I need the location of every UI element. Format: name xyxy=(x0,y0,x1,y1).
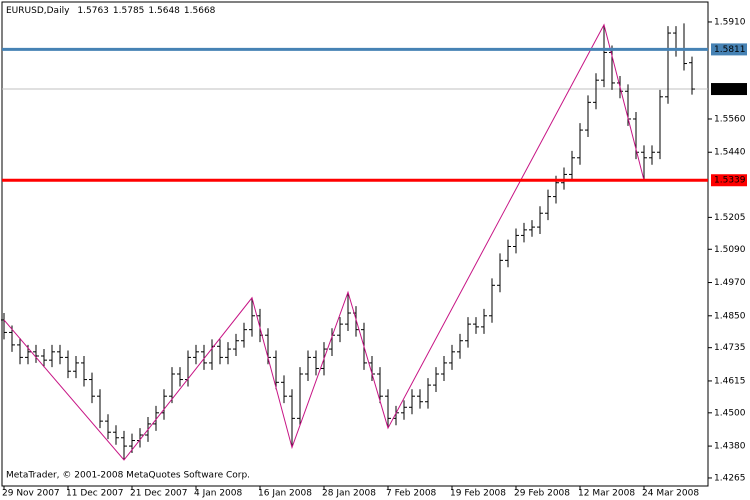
x-tick-label: 4 Jan 2008 xyxy=(194,489,242,499)
x-tick-label: 11 Dec 2007 xyxy=(66,489,124,499)
price-label: 1.5668 xyxy=(714,85,746,95)
x-tick-label: 12 Mar 2008 xyxy=(578,489,635,499)
y-tick-label: 1.4265 xyxy=(714,473,746,483)
last-close: 1.5668 xyxy=(184,6,216,16)
last-low: 1.5648 xyxy=(148,6,180,16)
level-label: 1.5811 xyxy=(714,45,746,55)
level-label: 1.5339 xyxy=(714,176,746,186)
x-tick-label: 16 Jan 2008 xyxy=(258,489,312,499)
chart-title: EURUSD,Daily 1.5763 1.5785 1.5648 1.5668 xyxy=(6,6,216,16)
y-tick-label: 1.4500 xyxy=(714,408,746,418)
y-tick-label: 1.5560 xyxy=(714,114,746,124)
y-tick-label: 1.4850 xyxy=(714,311,746,321)
last-high: 1.5785 xyxy=(113,6,145,16)
level-label-box xyxy=(711,174,747,187)
price-label-box xyxy=(711,83,747,96)
x-tick-label: 21 Dec 2007 xyxy=(130,489,188,499)
copyright: MetaTrader, © 2001-2008 MetaQuotes Softw… xyxy=(6,471,250,481)
x-tick-label: 29 Feb 2008 xyxy=(514,489,570,499)
x-tick-label: 7 Feb 2008 xyxy=(386,489,437,499)
x-tick-label: 19 Feb 2008 xyxy=(450,489,506,499)
y-tick-label: 1.4380 xyxy=(714,442,746,452)
x-tick-label: 28 Jan 2008 xyxy=(322,489,376,499)
y-tick-label: 1.4735 xyxy=(714,343,746,353)
symbol: EURUSD,Daily xyxy=(6,6,70,16)
x-tick-label: 29 Nov 2007 xyxy=(2,489,60,499)
y-tick-label: 1.5090 xyxy=(714,245,746,255)
y-tick-label: 1.5910 xyxy=(714,17,746,27)
plot-border xyxy=(1,1,709,487)
y-tick-label: 1.5440 xyxy=(714,148,746,158)
y-tick-label: 1.5205 xyxy=(714,213,746,223)
zigzag xyxy=(3,23,645,461)
y-tick-label: 1.4970 xyxy=(714,278,746,288)
y-tick-label: 1.4615 xyxy=(714,376,746,386)
level-label-box xyxy=(711,43,747,56)
x-tick-label: 24 Mar 2008 xyxy=(642,489,699,499)
last-open: 1.5763 xyxy=(77,6,109,16)
